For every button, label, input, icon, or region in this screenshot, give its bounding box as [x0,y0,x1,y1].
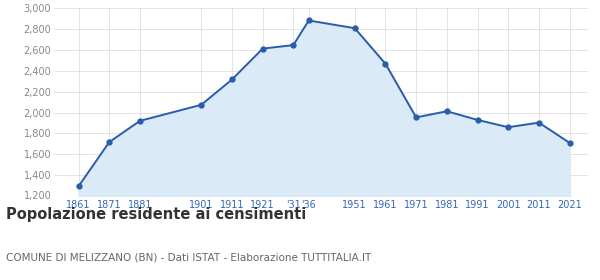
Text: 1,200: 1,200 [23,191,52,201]
Text: COMUNE DI MELIZZANO (BN) - Dati ISTAT - Elaborazione TUTTITALIA.IT: COMUNE DI MELIZZANO (BN) - Dati ISTAT - … [6,252,371,262]
Text: Popolazione residente ai censimenti: Popolazione residente ai censimenti [6,207,306,222]
